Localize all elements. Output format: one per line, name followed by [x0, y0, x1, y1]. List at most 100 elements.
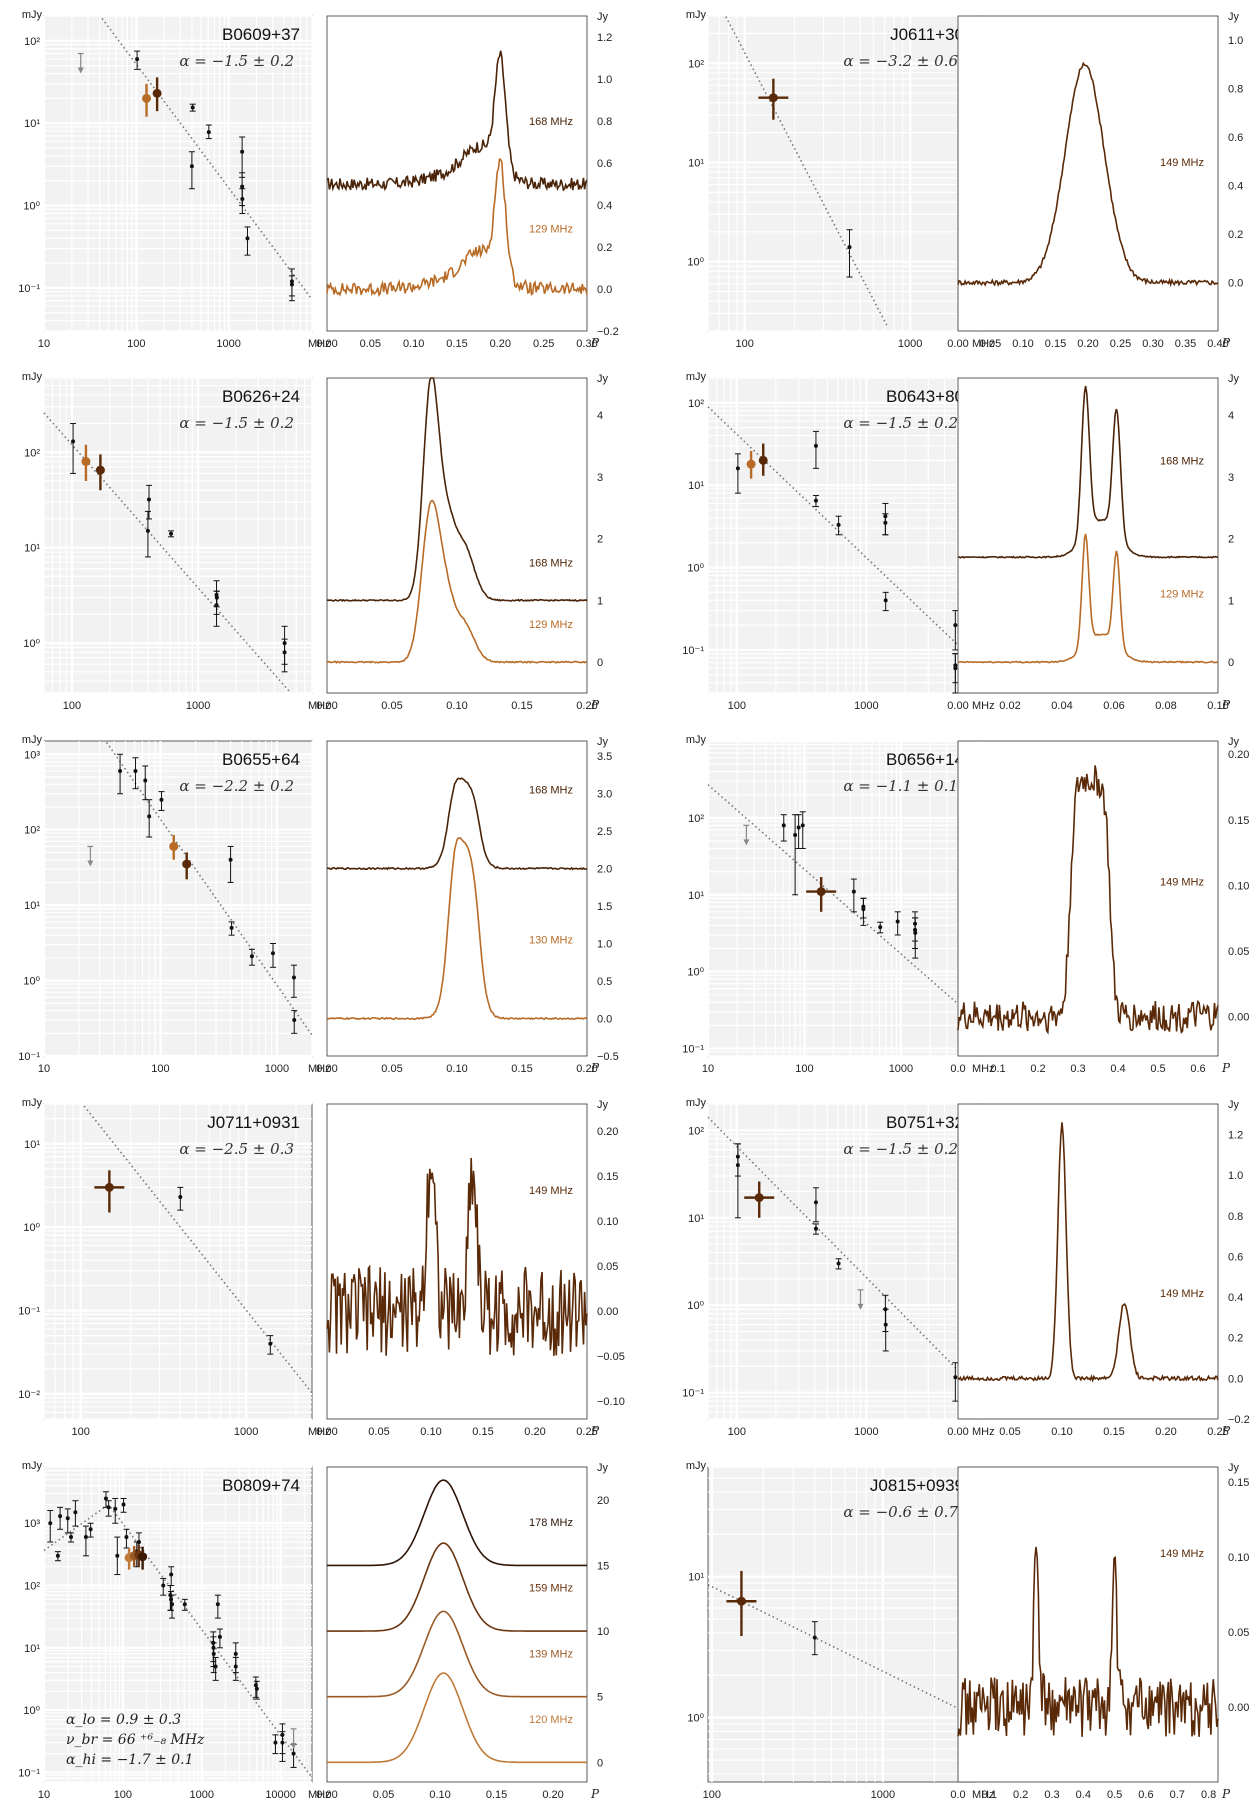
flux-point: [813, 443, 818, 448]
lofar-flux-point: [182, 859, 192, 869]
x-tick-label: 0.25: [1207, 1426, 1228, 1438]
flux-point: [847, 245, 852, 250]
y-tick-label: 0.6: [1228, 132, 1243, 144]
x-tick-label: 0.6: [1138, 1789, 1153, 1801]
flux-point: [268, 1341, 273, 1346]
y-tick-label: −0.10: [597, 1396, 625, 1408]
flux-point: [796, 825, 801, 830]
profile-panel-7: 0.00 0.05 0.10 0.15 0.20 0.25P−0.2 0.0 0.2 0.4 0.…: [947, 1099, 1249, 1438]
x-tick-label: 0.20: [524, 1426, 545, 1438]
spectrum-frame: [43, 15, 313, 332]
flux-point: [213, 1664, 218, 1669]
y-tick-label: 0.2: [1228, 1333, 1243, 1345]
flux-point: [280, 1740, 285, 1745]
flux-point: [254, 1686, 259, 1691]
y-tick-label: 3.5: [597, 751, 612, 763]
spectral-index-label: α = −3.2 ± 0.6: [843, 52, 958, 70]
x-axis-unit: MHz: [308, 700, 331, 712]
x-tick-label: 0.6: [1190, 1063, 1205, 1075]
flux-point: [292, 1018, 297, 1023]
flux-point: [190, 105, 195, 110]
flux-point: [88, 1527, 93, 1532]
x-axis-unit: MHz: [972, 1063, 995, 1075]
x-tick-label: 10: [702, 1063, 714, 1075]
lofar-flux-point: [152, 88, 162, 98]
x-tick-label: 0.10: [1207, 700, 1228, 712]
x-tick-label: 0.05: [381, 700, 402, 712]
x-axis-label: P: [1221, 1787, 1231, 1801]
profile-trace: [957, 765, 1219, 1035]
flux-point: [953, 663, 958, 668]
frequency-label: 120 MHz: [529, 1714, 573, 1726]
y-tick-label: 10¹: [24, 900, 40, 912]
flux-point: [145, 528, 150, 533]
y-tick-label: 0.05: [1228, 946, 1249, 958]
y-tick-label: 0.6: [1228, 1251, 1243, 1263]
x-tick-label: 0.05: [373, 1789, 394, 1801]
profile-trace: [327, 1672, 587, 1764]
y-tick-label: 10⁰: [23, 1705, 40, 1717]
x-axis-unit: MHz: [308, 338, 331, 350]
y-tick-label: 1.0: [597, 939, 612, 951]
flux-point: [143, 778, 148, 783]
x-tick-label: 10: [38, 338, 50, 350]
y-tick-label: 10¹: [24, 118, 40, 130]
y-tick-label: 10: [597, 1626, 609, 1638]
upper-limit-arrow: [290, 1742, 297, 1749]
y-tick-label: 10⁰: [23, 1222, 40, 1234]
y-tick-label: 10¹: [24, 543, 40, 555]
y-axis-unit: mJy: [22, 1097, 43, 1109]
frequency-label: 168 MHz: [1160, 455, 1204, 467]
y-tick-label: 10⁰: [687, 1713, 704, 1725]
flux-point: [113, 1506, 118, 1511]
flux-point: [48, 1521, 53, 1526]
x-tick-label: 0.05: [999, 1426, 1020, 1438]
frequency-label: 129 MHz: [529, 619, 573, 631]
y-tick-label: 10⁰: [23, 976, 40, 988]
y-tick-label: 4: [597, 410, 603, 422]
x-tick-label: 0.10: [420, 1426, 441, 1438]
flux-point: [836, 1261, 841, 1266]
y-tick-label: 10²: [24, 447, 40, 459]
x-tick-label: 0.05: [980, 338, 1001, 350]
profile-trace: [326, 157, 588, 297]
profile-trace: [957, 61, 1219, 288]
x-tick-label: 1000: [234, 1426, 258, 1438]
profile-trace: [326, 1157, 588, 1356]
y-tick-label: 10¹: [688, 157, 704, 169]
pulsar-name: B0609+37: [222, 25, 300, 44]
lofar-flux-point: [104, 1182, 114, 1192]
flux-point: [135, 57, 140, 62]
x-tick-label: 100: [63, 700, 81, 712]
y-axis-unit: Jy: [597, 1462, 609, 1474]
spectral-fit-line: [43, 412, 291, 693]
x-tick-label: 0.00: [316, 1426, 337, 1438]
y-axis-unit: Jy: [597, 736, 609, 748]
y-axis-unit: mJy: [22, 734, 43, 746]
frequency-label: 168 MHz: [529, 116, 573, 128]
flux-point: [121, 1502, 126, 1507]
flux-point: [270, 951, 275, 956]
flux-point: [249, 954, 254, 959]
flux-point: [245, 236, 250, 241]
y-tick-label: 10⁻¹: [18, 283, 40, 295]
flux-point: [55, 1553, 60, 1558]
y-tick-label: 2.0: [597, 864, 612, 876]
x-tick-label: 100: [736, 338, 754, 350]
x-tick-label: 0.20: [542, 1789, 563, 1801]
y-axis-unit: Jy: [597, 11, 609, 23]
y-axis-unit: mJy: [686, 9, 707, 21]
spectrum-panel-2: 100 1000 MHz 10² 10¹ 10⁰ mJy B0626+24 α = −1.5 ±…: [22, 371, 331, 712]
x-tick-label: 0.04: [1051, 700, 1072, 712]
y-tick-label: 10⁰: [687, 563, 704, 575]
x-tick-label: 0.05: [368, 1426, 389, 1438]
lofar-flux-point: [95, 465, 105, 475]
y-tick-label: 0.6: [597, 158, 612, 170]
x-tick-label: 0.15: [1045, 338, 1066, 350]
y-axis-unit: mJy: [686, 1460, 707, 1472]
y-tick-label: 0: [1228, 657, 1234, 669]
profile-frame: [326, 1466, 588, 1783]
y-tick-label: 1: [1228, 595, 1234, 607]
profile-trace: [957, 1546, 1219, 1737]
y-tick-label: 20: [597, 1495, 609, 1507]
